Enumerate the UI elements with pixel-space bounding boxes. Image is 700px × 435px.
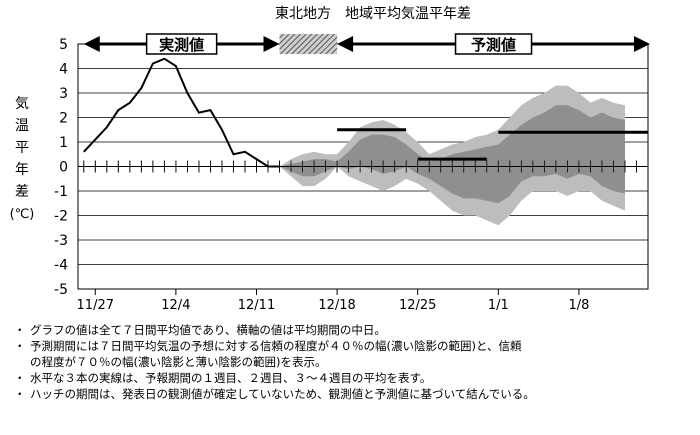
hatch-period xyxy=(279,34,338,54)
note-text: ハッチの期間は、発表日の観測値が確定していないため、観測値と予測値に基づいて結ん… xyxy=(30,387,535,401)
x-tick-label: 12/18 xyxy=(318,298,355,313)
band-40pct xyxy=(279,105,625,204)
note-bullet: ・ xyxy=(14,323,26,337)
y-tick-label: 1 xyxy=(59,135,68,151)
x-tick-label: 11/27 xyxy=(77,298,114,313)
y-axis-label-unit: (℃) xyxy=(10,207,35,222)
observed-line xyxy=(83,57,280,168)
y-axis-label-char: 差 xyxy=(15,184,29,200)
y-axis-label-char: 気 xyxy=(15,96,29,112)
note-bullet: ・ xyxy=(14,387,26,401)
y-tick-label: -2 xyxy=(54,209,68,225)
y-tick-label: 0 xyxy=(59,160,68,176)
observed-label: 実測値 xyxy=(159,36,204,54)
note-text: グラフの値は全て７日間平均値であり、横軸の値は平均期間の中日。 xyxy=(30,323,386,337)
forecast-arrow-right-head xyxy=(634,36,650,52)
note-item: ・グラフの値は全て７日間平均値であり、横軸の値は平均期間の中日。 xyxy=(14,322,694,338)
y-tick-label: 3 xyxy=(59,86,68,102)
observed-label-box xyxy=(145,33,218,55)
y-axis-label: 気温平年差 (℃) xyxy=(10,96,35,222)
x-tick-label: 12/11 xyxy=(238,298,275,313)
y-tick-label: 5 xyxy=(59,37,68,53)
x-tick-label: 1/1 xyxy=(488,298,509,313)
chart-title: 東北地方 地域平均気温平年差 xyxy=(275,6,471,22)
y-tick-label: 2 xyxy=(59,111,68,127)
forecast-arrow-left-head xyxy=(337,36,354,52)
x-tick-label: 12/25 xyxy=(399,298,436,313)
observed-arrow-left-head xyxy=(83,36,100,52)
y-axis-label-char: 年 xyxy=(15,162,29,178)
y-axis-label-char: 温 xyxy=(15,118,29,134)
note-item: ・水平な３本の実線は、予報期間の１週目、２週目、３～４週目の平均を表す。 xyxy=(14,370,694,386)
y-axis-label-char: 平 xyxy=(15,140,29,156)
forecast-label-box xyxy=(454,33,533,55)
note-bullet: ・ xyxy=(14,339,26,353)
note-bullet: ・ xyxy=(14,371,26,385)
notes: ・グラフの値は全て７日間平均値であり、横軸の値は平均期間の中日。・予測期間には７… xyxy=(14,322,694,402)
y-tick-label: -4 xyxy=(54,258,68,274)
y-tick-label: 4 xyxy=(59,62,68,78)
x-tick-label: 12/4 xyxy=(161,298,190,313)
observed-arrow-right-head xyxy=(263,36,280,52)
forecast-label: 予測値 xyxy=(471,36,516,54)
y-tick-label: -1 xyxy=(54,184,68,200)
note-text: 予測期間には７日間平均気温の予想に対する信頼の程度が４０％の幅(濃い陰影の範囲)… xyxy=(30,339,522,369)
chart: 東北地方 地域平均気温平年差気温平年差 (℃) 5 4 3 2 1 0 -1 -2 -3 -4 -5 11… xyxy=(10,6,650,313)
y-tick-label: -5 xyxy=(54,282,68,298)
note-text: 水平な３本の実線は、予報期間の１週目、２週目、３～４週目の平均を表す。 xyxy=(30,371,432,385)
x-tick-label: 1/8 xyxy=(568,298,589,313)
note-item: ・ハッチの期間は、発表日の観測値が確定していないため、観測値と予測値に基づいて結… xyxy=(14,386,694,402)
note-item: ・予測期間には７日間平均気温の予想に対する信頼の程度が４０％の幅(濃い陰影の範囲… xyxy=(14,338,694,370)
y-tick-label: -3 xyxy=(54,233,68,249)
